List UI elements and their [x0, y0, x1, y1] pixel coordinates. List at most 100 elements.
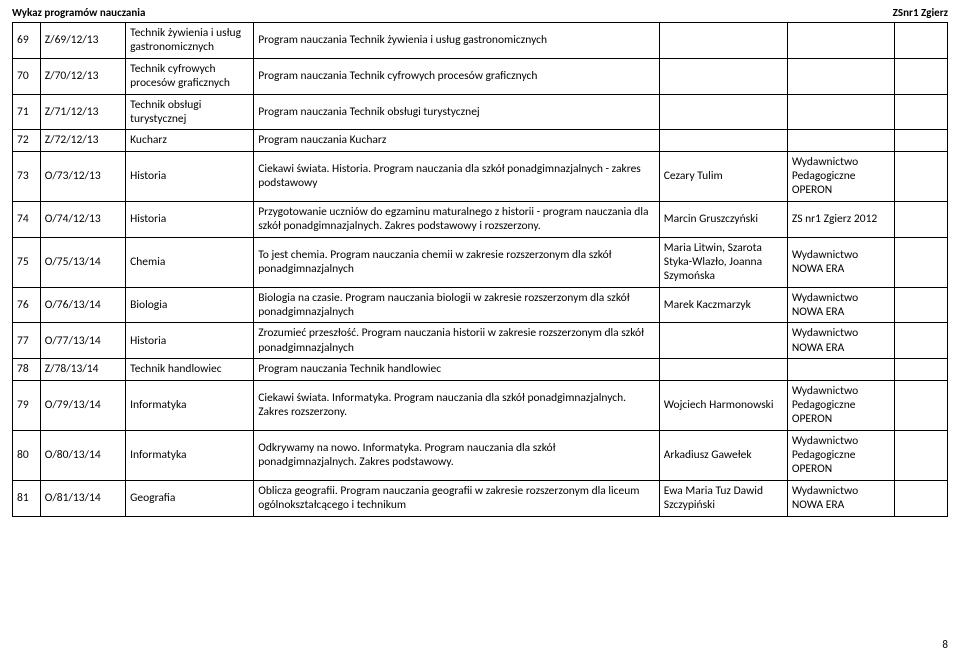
cell-subj: Technik cyfrowych procesów graficznych — [126, 58, 254, 94]
cell-code: Z/70/12/13 — [40, 58, 125, 94]
cell-desc: Ciekawi świata. Informatyka. Program nau… — [254, 380, 660, 430]
cell-code: O/81/13/14 — [40, 480, 125, 516]
cell-auth: Marcin Gruszczyński — [659, 201, 787, 237]
cell-ext — [894, 323, 947, 359]
cell-desc: Oblicza geografii. Program nauczania geo… — [254, 480, 660, 516]
cell-ext — [894, 58, 947, 94]
cell-code: Z/69/12/13 — [40, 23, 125, 59]
table-row: 74 O/74/12/13 Historia Przygotowanie ucz… — [13, 201, 948, 237]
cell-pub: Wydawnictwo NOWA ERA — [787, 237, 894, 287]
cell-auth: Wojciech Harmonowski — [659, 380, 787, 430]
cell-num: 79 — [13, 380, 41, 430]
cell-subj: Technik obsługi turystycznej — [126, 94, 254, 130]
cell-auth — [659, 359, 787, 380]
cell-subj: Biologia — [126, 287, 254, 323]
table-row: 73 O/73/12/13 Historia Ciekawi świata. H… — [13, 151, 948, 201]
cell-auth — [659, 94, 787, 130]
cell-subj: Technik żywienia i usług gastronomicznyc… — [126, 23, 254, 59]
cell-auth: Maria Litwin, Szarota Styka-Wlazło, Joan… — [659, 237, 787, 287]
cell-code: Z/78/13/14 — [40, 359, 125, 380]
cell-desc: To jest chemia. Program nauczania chemii… — [254, 237, 660, 287]
cell-desc: Ciekawi świata. Historia. Program naucza… — [254, 151, 660, 201]
cell-subj: Chemia — [126, 237, 254, 287]
cell-num: 74 — [13, 201, 41, 237]
cell-desc: Program nauczania Kucharz — [254, 130, 660, 151]
cell-ext — [894, 287, 947, 323]
cell-ext — [894, 130, 947, 151]
cell-auth — [659, 58, 787, 94]
cell-ext — [894, 430, 947, 480]
cell-subj: Informatyka — [126, 430, 254, 480]
cell-auth — [659, 323, 787, 359]
header-right: ZSnr1 Zgierz — [893, 6, 948, 19]
cell-ext — [894, 480, 947, 516]
cell-auth — [659, 23, 787, 59]
cell-ext — [894, 201, 947, 237]
table-row: 80 O/80/13/14 Informatyka Odkrywamy na n… — [13, 430, 948, 480]
cell-desc: Program nauczania Technik cyfrowych proc… — [254, 58, 660, 94]
cell-pub: Wydawnictwo Pedagogiczne OPERON — [787, 380, 894, 430]
cell-ext — [894, 94, 947, 130]
cell-code: O/79/13/14 — [40, 380, 125, 430]
cell-auth — [659, 130, 787, 151]
cell-num: 78 — [13, 359, 41, 380]
cell-code: Z/71/12/13 — [40, 94, 125, 130]
cell-pub: Wydawnictwo Pedagogiczne OPERON — [787, 151, 894, 201]
cell-code: O/74/12/13 — [40, 201, 125, 237]
cell-pub — [787, 359, 894, 380]
cell-pub: Wydawnictwo NOWA ERA — [787, 480, 894, 516]
cell-desc: Program nauczania Technik żywienia i usł… — [254, 23, 660, 59]
cell-ext — [894, 359, 947, 380]
cell-num: 69 — [13, 23, 41, 59]
cell-code: O/76/13/14 — [40, 287, 125, 323]
table-row: 81 O/81/13/14 Geografia Oblicza geografi… — [13, 480, 948, 516]
cell-code: O/73/12/13 — [40, 151, 125, 201]
cell-subj: Kucharz — [126, 130, 254, 151]
cell-num: 76 — [13, 287, 41, 323]
cell-num: 77 — [13, 323, 41, 359]
cell-pub — [787, 94, 894, 130]
cell-desc: Program nauczania Technik handlowiec — [254, 359, 660, 380]
table-row: 77 O/77/13/14 Historia Zrozumieć przeszł… — [13, 323, 948, 359]
curriculum-table: 69 Z/69/12/13 Technik żywienia i usług g… — [12, 22, 948, 517]
cell-num: 80 — [13, 430, 41, 480]
cell-subj: Informatyka — [126, 380, 254, 430]
table-row: 69 Z/69/12/13 Technik żywienia i usług g… — [13, 23, 948, 59]
cell-desc: Biologia na czasie. Program nauczania bi… — [254, 287, 660, 323]
cell-pub: Wydawnictwo NOWA ERA — [787, 287, 894, 323]
table-row: 79 O/79/13/14 Informatyka Ciekawi świata… — [13, 380, 948, 430]
cell-subj: Technik handlowiec — [126, 359, 254, 380]
cell-pub — [787, 58, 894, 94]
cell-auth: Ewa Maria Tuz Dawid Szczypiński — [659, 480, 787, 516]
cell-pub: Wydawnictwo NOWA ERA — [787, 323, 894, 359]
cell-desc: Odkrywamy na nowo. Informatyka. Program … — [254, 430, 660, 480]
cell-ext — [894, 237, 947, 287]
cell-subj: Geografia — [126, 480, 254, 516]
cell-auth: Marek Kaczmarzyk — [659, 287, 787, 323]
cell-num: 70 — [13, 58, 41, 94]
cell-desc: Przygotowanie uczniów do egzaminu matura… — [254, 201, 660, 237]
cell-auth: Cezary Tulim — [659, 151, 787, 201]
cell-desc: Zrozumieć przeszłość. Program nauczania … — [254, 323, 660, 359]
cell-pub: ZS nr1 Zgierz 2012 — [787, 201, 894, 237]
cell-pub — [787, 130, 894, 151]
table-row: 72 Z/72/12/13 Kucharz Program nauczania … — [13, 130, 948, 151]
page-number: 8 — [942, 638, 948, 651]
header-left: Wykaz programów nauczania — [12, 6, 145, 19]
cell-code: O/77/13/14 — [40, 323, 125, 359]
cell-auth: Arkadiusz Gawełek — [659, 430, 787, 480]
table-row: 76 O/76/13/14 Biologia Biologia na czasi… — [13, 287, 948, 323]
cell-ext — [894, 151, 947, 201]
cell-code: O/75/13/14 — [40, 237, 125, 287]
cell-num: 75 — [13, 237, 41, 287]
table-row: 71 Z/71/12/13 Technik obsługi turystyczn… — [13, 94, 948, 130]
cell-code: O/80/13/14 — [40, 430, 125, 480]
cell-subj: Historia — [126, 151, 254, 201]
cell-num: 72 — [13, 130, 41, 151]
cell-pub — [787, 23, 894, 59]
cell-num: 73 — [13, 151, 41, 201]
cell-desc: Program nauczania Technik obsługi turyst… — [254, 94, 660, 130]
table-row: 78 Z/78/13/14 Technik handlowiec Program… — [13, 359, 948, 380]
table-row: 70 Z/70/12/13 Technik cyfrowych procesów… — [13, 58, 948, 94]
cell-num: 71 — [13, 94, 41, 130]
